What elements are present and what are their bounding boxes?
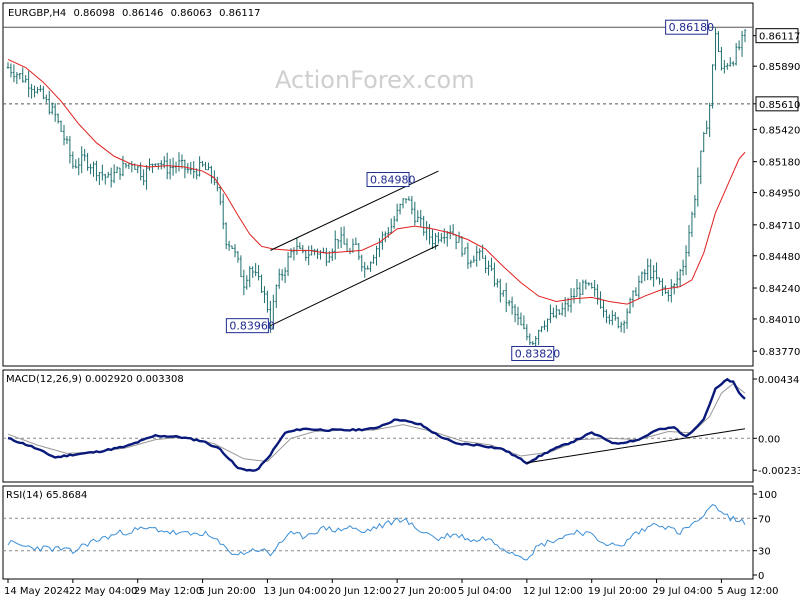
current-price-box: 0.86117 [755,28,800,44]
time-axis-label: 13 Jun 04:00 [263,586,327,597]
macd-signal-line [7,383,746,463]
ohlc-open: 0.86098 [73,8,114,19]
annotation-box [665,19,709,35]
time-axis-label: 20 Jun 12:00 [328,586,392,597]
channel-upper-line [270,170,439,251]
price-y-tick-label: 0.85610 [759,100,800,111]
rsi-y-tick-label: 100 [758,490,777,501]
macd-title: MACD(12,26,9) 0.002920 0.003308 [6,374,184,385]
level-price-frame [755,96,799,112]
moving-average-line [7,59,746,305]
price-annotation: 0.83960 [225,318,275,334]
ohlc-high: 0.86146 [122,8,163,19]
rsi-line [7,504,746,561]
watermark: ActionForex.com [275,66,475,94]
macd-y-tick-label: -0.002336 [758,466,800,477]
price-y-tick-label: 0.83770 [759,347,800,358]
time-axis-label: 19 Jul 20:00 [588,586,648,597]
annotation-box [225,318,269,334]
current-price-frame [755,28,799,44]
price-y-tick-label: 0.84240 [759,284,800,295]
annotation-box [366,172,410,188]
annotation-label: 0.86180 [669,21,715,34]
time-axis-label: 29 Jul 04:00 [653,586,713,597]
price-y-tick-label: 0.84480 [759,252,800,263]
time-axis: 14 May 2024 22 May 04:0029 May 12:005 Jun… [4,579,778,597]
time-axis-label: 5 Jul 04:00 [458,586,512,597]
price-y-tick-label: 0.84950 [759,189,800,200]
price-annotation: 0.83820 [511,345,561,361]
rsi-title: RSI(14) 65.8684 [6,490,87,501]
price-y-tick-label: 0.84010 [759,315,800,326]
time-axis-label: 12 Jul 12:00 [523,586,583,597]
price-panel-title: EURGBP,H4 0.86098 0.86146 0.86063 0.8611… [8,8,260,19]
price-y-tick-label: 0.85420 [759,125,800,136]
macd-main-line [7,377,746,472]
time-axis-label: 5 Jun 20:00 [199,586,256,597]
annotation-label: 0.83960 [229,320,275,333]
price-y-tick-label: 0.84710 [759,221,800,232]
ohlc-low: 0.86063 [171,8,212,19]
price-y-tick-label: 0.85890 [759,62,800,73]
macd-panel-frame [2,369,754,483]
rsi-panel: RSI(14) 65.8684 100 70 30 0 [2,485,777,582]
annotation-label: 0.83820 [515,347,561,360]
annotation-label: 0.84980 [370,174,416,187]
price-panel: ActionForex.com EURGBP,H4 0.86098 0.8614… [2,2,800,367]
time-axis-label: 5 Aug 12:00 [717,586,778,597]
time-axis-label: 29 May 12:00 [134,586,203,597]
rsi-panel-frame [2,485,754,580]
rsi-y-tick-label: 70 [758,514,771,525]
level-price-box: 0.85610 [755,96,800,112]
rsi-y-tick-label: 0 [758,571,764,582]
macd-y-tick-label: 0.00 [758,434,780,445]
macd-panel: MACD(12,26,9) 0.002920 0.003308 0.004342… [2,369,800,483]
annotation-box [511,345,555,361]
price-annotation: 0.84980 [366,172,416,188]
macd-trendline [526,428,746,464]
symbol-label: EURGBP,H4 [8,8,66,19]
rsi-y-tick-label: 30 [758,547,771,558]
price-y-tick-label: 0.85180 [759,158,800,169]
ohlc-close: 0.86117 [219,8,260,19]
current-price-label: 0.86117 [759,32,800,43]
macd-y-tick-label: 0.004342 [758,375,800,386]
price-annotation: 0.86180 [665,19,715,35]
time-axis-label: 27 Jun 20:00 [393,586,457,597]
time-axis-label: 14 May 2024 [4,586,69,597]
price-panel-frame [2,2,754,367]
channel-lower-line [270,244,439,327]
time-axis-label: 22 May 04:00 [69,586,138,597]
